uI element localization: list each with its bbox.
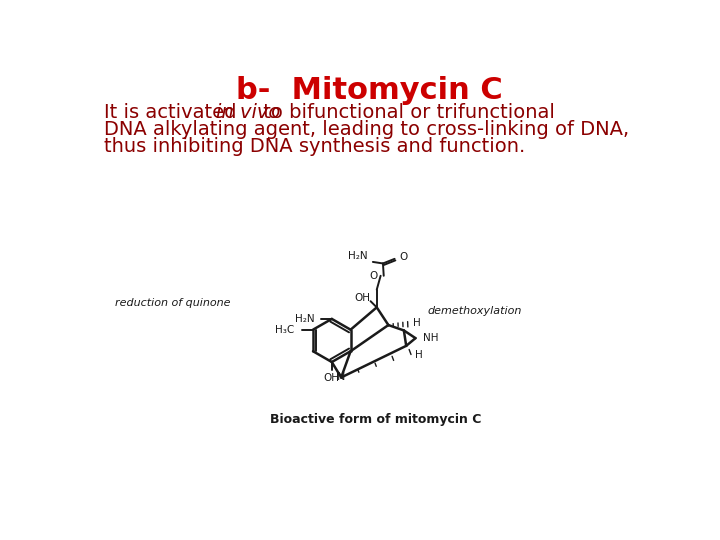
Text: NH: NH bbox=[423, 333, 438, 343]
Text: Bioactive form of mitomycin C: Bioactive form of mitomycin C bbox=[270, 413, 481, 426]
Text: reduction of quinone: reduction of quinone bbox=[114, 299, 230, 308]
Text: N: N bbox=[337, 373, 346, 382]
Text: OH: OH bbox=[355, 293, 371, 303]
Text: to bifunctional or trifunctional: to bifunctional or trifunctional bbox=[256, 103, 554, 122]
Text: H₂N: H₂N bbox=[348, 251, 367, 261]
Text: demethoxylation: demethoxylation bbox=[427, 306, 521, 316]
Text: H₃C: H₃C bbox=[275, 325, 294, 335]
Text: b-  Mitomycin C: b- Mitomycin C bbox=[235, 76, 503, 105]
Text: thus inhibiting DNA synthesis and function.: thus inhibiting DNA synthesis and functi… bbox=[104, 137, 525, 156]
Text: It is activated: It is activated bbox=[104, 103, 243, 122]
Text: in vivo: in vivo bbox=[215, 103, 280, 122]
Text: O: O bbox=[399, 252, 408, 262]
Text: DNA alkylating agent, leading to cross-linking of DNA,: DNA alkylating agent, leading to cross-l… bbox=[104, 120, 629, 139]
Text: OH: OH bbox=[324, 373, 340, 383]
Text: H: H bbox=[413, 318, 421, 328]
Text: H₂N: H₂N bbox=[295, 314, 315, 324]
Text: H: H bbox=[415, 350, 423, 360]
Text: O: O bbox=[369, 271, 377, 281]
